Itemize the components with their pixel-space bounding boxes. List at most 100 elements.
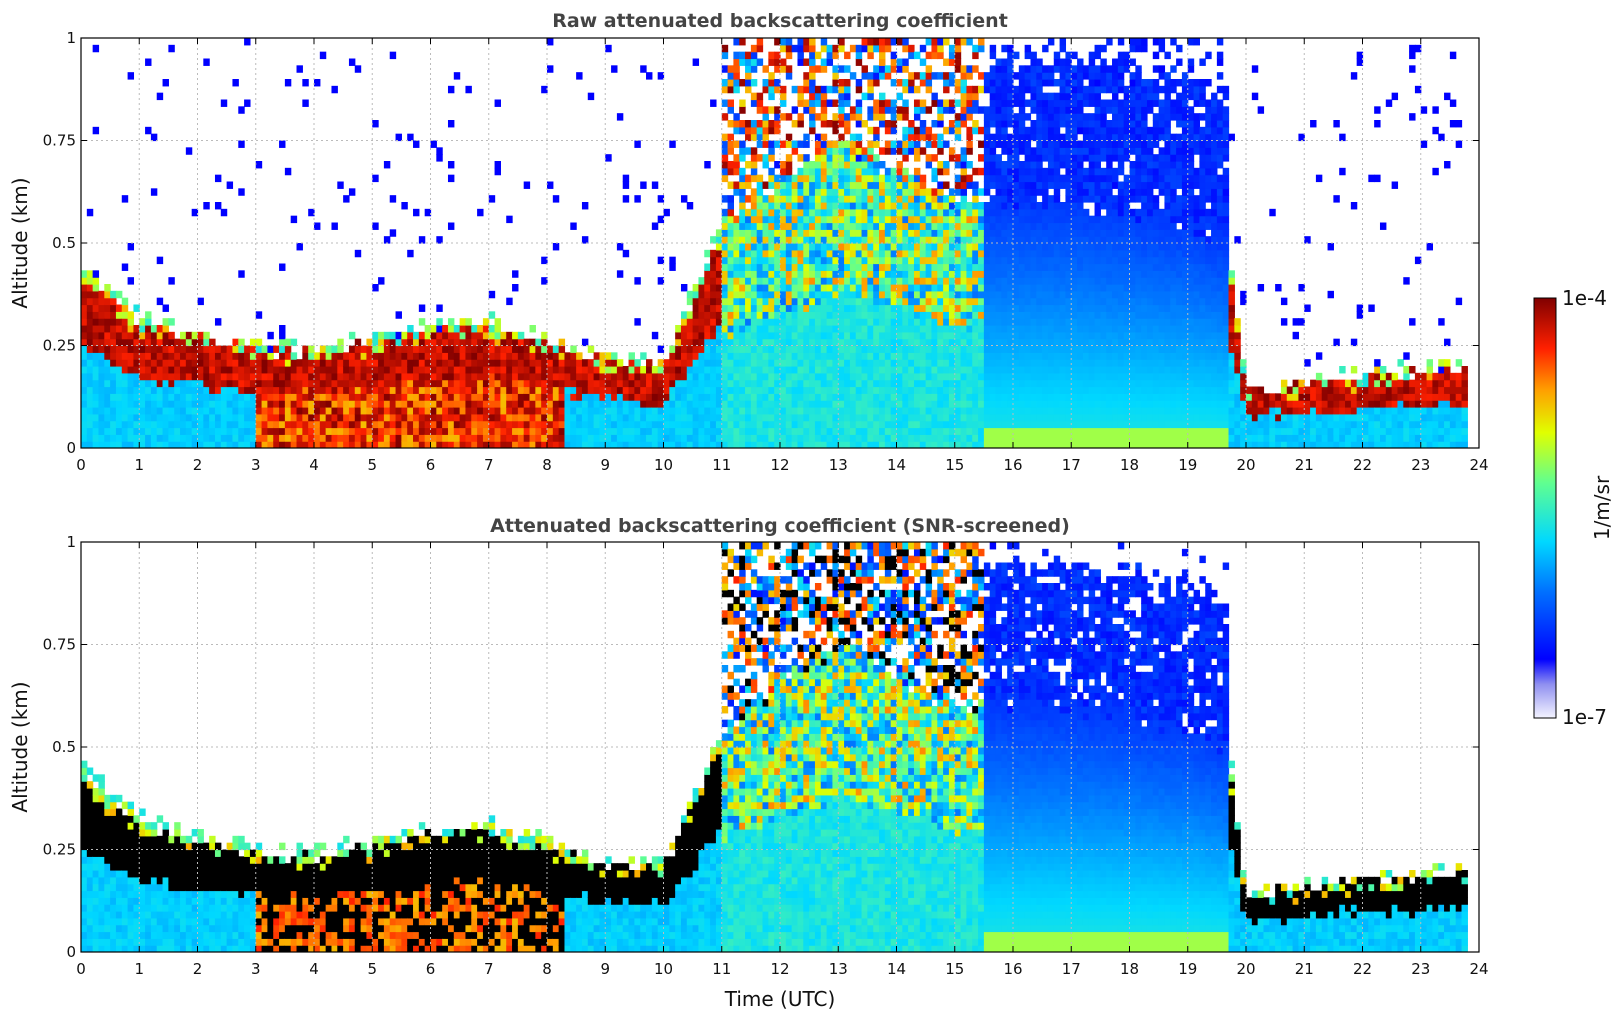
heatmap-cell [86,352,94,360]
heatmap-cell [669,400,676,408]
heatmap-cell [279,366,286,374]
heatmap-cell [145,345,152,353]
heatmap-cell [978,304,985,312]
heatmap-cell [418,434,426,442]
heatmap-cell [710,256,717,265]
heatmap-cell [413,441,420,448]
heatmap-cell [925,222,933,230]
heatmap-cell [948,44,956,53]
heatmap-cell [343,393,350,401]
heatmap-cell [675,366,682,374]
heatmap-cell [710,284,717,292]
heatmap-cell [1036,147,1043,155]
heatmap-cell [844,249,851,258]
heatmap-cell [937,133,944,142]
heatmap-cell [1001,202,1008,210]
heatmap-cell [919,256,927,265]
heatmap-cell [605,359,612,367]
heatmap-cell [424,331,432,340]
heatmap-cell [500,400,507,408]
heatmap-cell [506,413,513,422]
heatmap-cell [849,256,857,265]
heatmap-cell [745,304,752,312]
heatmap-cell [925,345,933,353]
heatmap-cell [570,434,577,442]
heatmap-cell [797,338,804,347]
heatmap-cell [966,202,973,210]
heatmap-cell [249,359,257,367]
heatmap-cell [762,434,769,442]
heatmap-cell [756,181,764,189]
heatmap-cell [127,277,135,285]
heatmap-cell [954,133,962,142]
heatmap-cell [780,318,787,326]
heatmap-cell [750,222,758,230]
heatmap-cell [203,379,210,388]
heatmap-cell [337,413,344,422]
heatmap-cell [1001,379,1008,388]
heatmap-cell [873,236,880,244]
heatmap-cell [680,400,688,408]
heatmap-cell [721,222,729,230]
heatmap-cell [768,154,775,162]
heatmap-cell [214,441,222,448]
heatmap-cell [756,413,764,422]
heatmap-cell [541,413,548,422]
heatmap-cell [1018,270,1026,278]
heatmap-cell [1001,359,1008,367]
heatmap-cell [395,359,402,367]
heatmap-cell [506,379,513,388]
heatmap-cell [1030,372,1037,381]
heatmap-cell [407,249,414,258]
heatmap-cell [197,366,204,374]
heatmap-cell [913,325,921,333]
heatmap-cell [972,263,979,271]
heatmap-cell [954,38,962,46]
heatmap-cell [110,427,117,435]
heatmap-cell [727,359,734,367]
heatmap-cell [727,277,734,285]
heatmap-cell [902,434,909,442]
heatmap-cell [908,311,915,319]
heatmap-cell [943,290,950,299]
heatmap-cell [867,38,874,46]
heatmap-cell [1042,236,1049,244]
heatmap-cell [506,386,513,394]
heatmap-cell [855,372,863,381]
heatmap-cell [844,366,851,374]
heatmap-cell [797,263,804,271]
heatmap-cell [884,379,892,388]
heatmap-cell [785,311,793,319]
heatmap-cell [937,304,944,312]
heatmap-cell [884,229,892,237]
heatmap-cell [768,400,775,408]
heatmap-cell [413,359,420,367]
heatmap-cell [809,407,816,415]
heatmap-cell [768,407,775,415]
heatmap-cell [430,386,437,394]
heatmap-cell [937,202,944,210]
heatmap-cell [127,318,135,326]
heatmap-cell [879,434,886,442]
heatmap-cell [104,393,111,401]
heatmap-cell [820,297,828,306]
heatmap-cell [983,147,991,155]
heatmap-cell [745,256,752,265]
heatmap-cell [576,441,583,448]
heatmap-cell [1042,174,1049,183]
heatmap-cell [838,318,845,326]
heatmap-cell [832,181,839,189]
heatmap-cell [110,325,117,333]
heatmap-cell [756,58,764,66]
heatmap-cell [139,407,146,415]
heatmap-cell [908,277,915,285]
heatmap-cell [354,441,362,448]
heatmap-cell [890,386,898,394]
heatmap-cell [855,297,863,306]
heatmap-cell [1018,331,1026,340]
heatmap-cell [150,427,158,435]
heatmap-cell [931,304,938,312]
heatmap-cell [523,386,531,394]
heatmap-cell [669,386,676,394]
heatmap-cell [1036,99,1043,107]
